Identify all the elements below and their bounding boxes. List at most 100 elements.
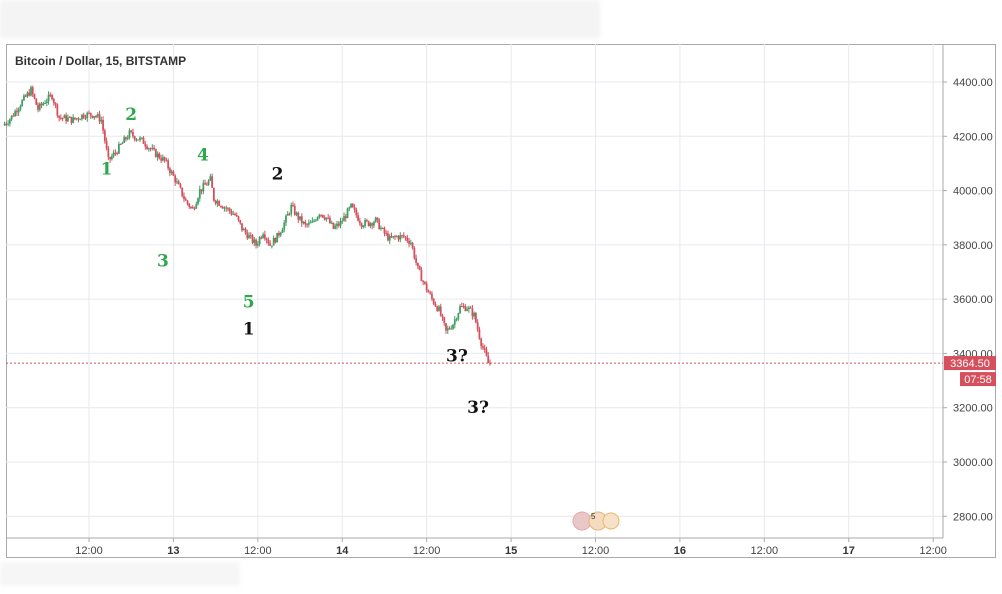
candle-body (119, 144, 122, 146)
candle-body (244, 228, 247, 233)
candle-body (390, 236, 393, 238)
candle-body (397, 236, 400, 240)
candle-body (107, 148, 110, 157)
candle-body (348, 207, 351, 209)
candle-body (158, 153, 161, 159)
candle-body (216, 201, 219, 204)
candle-body (388, 236, 391, 241)
candle-body (126, 137, 129, 140)
candle-body (118, 144, 120, 154)
candle-body (188, 203, 191, 207)
candle-body (98, 114, 101, 122)
price-tick-label: 4200.00 (953, 131, 993, 143)
candle-body (209, 176, 212, 181)
candle-body (35, 98, 38, 105)
candle-body (88, 112, 90, 114)
candle-body (473, 312, 476, 317)
candle-body (170, 171, 173, 174)
candle-body (125, 137, 127, 140)
wave-label-black: 2 (272, 165, 284, 185)
candle-body (364, 220, 367, 227)
candle-body (278, 232, 280, 236)
time-tick-label: 12:00 (582, 545, 610, 557)
candle-body (304, 221, 307, 225)
candle-body (344, 216, 347, 219)
candle-body (360, 223, 363, 227)
candle-body (297, 212, 300, 220)
candle-body (431, 293, 433, 299)
wave-label-black: 1 (243, 319, 255, 339)
candle-body (174, 175, 177, 183)
candle-body (165, 160, 168, 162)
candle-body (357, 215, 359, 221)
candle-body (163, 157, 166, 161)
candle-body (17, 109, 20, 113)
candle-body (102, 120, 104, 131)
candle-body (172, 171, 175, 176)
candle-body (320, 214, 323, 216)
candle-body (65, 115, 68, 122)
candle-body (416, 262, 419, 267)
candle-body (5, 123, 8, 125)
candle-body (306, 224, 308, 226)
candle-body (318, 214, 321, 217)
candle-body (362, 226, 365, 228)
candle-body (31, 87, 34, 95)
candle-body (429, 292, 432, 294)
candle-body (311, 220, 314, 223)
candle-body (469, 307, 472, 309)
candle-body (10, 115, 13, 120)
time-tick-label: 12:00 (751, 545, 779, 557)
candle-body (221, 206, 224, 209)
candle-body (374, 217, 377, 223)
candle-body (133, 136, 136, 140)
wave-label-green: 1 (101, 159, 113, 179)
candle-body (179, 184, 182, 188)
time-tick-label: 15 (505, 545, 517, 557)
candle-body (246, 232, 249, 239)
candle-body (485, 349, 488, 356)
candle-body (464, 306, 467, 311)
candle-body (184, 198, 187, 201)
candle-body (292, 204, 294, 207)
candle-body (439, 306, 442, 316)
chart-frame[interactable] (6, 44, 996, 558)
price-axis[interactable]: 4400.004200.004000.003800.003600.003400.… (942, 44, 993, 538)
svg-text:5: 5 (591, 512, 596, 521)
candle-body (200, 189, 203, 192)
redaction-scribble-bottom (0, 562, 240, 586)
candle-body (341, 221, 344, 223)
candle-body (75, 118, 78, 120)
candle-body (387, 233, 389, 241)
candle-body (385, 233, 388, 235)
candle-body (323, 217, 326, 220)
candle-body (110, 156, 113, 160)
candle-body (82, 114, 85, 118)
candle-body (132, 132, 134, 137)
candle-body (16, 111, 18, 113)
candle-body (100, 120, 103, 122)
candle-body (232, 213, 235, 215)
candle-body (262, 234, 265, 238)
candle-body (457, 313, 460, 320)
price-tick-label: 2800.00 (953, 511, 993, 523)
wave-label-green: 4 (197, 146, 209, 166)
countdown-label: 07:58 (964, 374, 992, 386)
candle-body (267, 239, 270, 244)
time-axis[interactable]: 12:00 13 12:00 14 12:00 15 12:00 16 12:00 17 12:00 (6, 537, 947, 557)
candle-body (123, 137, 126, 143)
candle-body (327, 217, 330, 219)
chart-title: Bitcoin / Dollar, 15, BITSTAMP (15, 54, 186, 68)
candle-body (402, 235, 405, 237)
price-tick-label: 4400.00 (953, 77, 993, 89)
candle-body (371, 223, 374, 226)
candle-body (424, 281, 426, 284)
candle-body (8, 119, 11, 124)
candle-body (263, 234, 266, 239)
candle-body (460, 306, 463, 308)
candle-body (467, 307, 470, 310)
candle-body (476, 322, 479, 330)
price-tick-label: 3600.00 (953, 294, 993, 306)
candle-body (248, 235, 250, 239)
